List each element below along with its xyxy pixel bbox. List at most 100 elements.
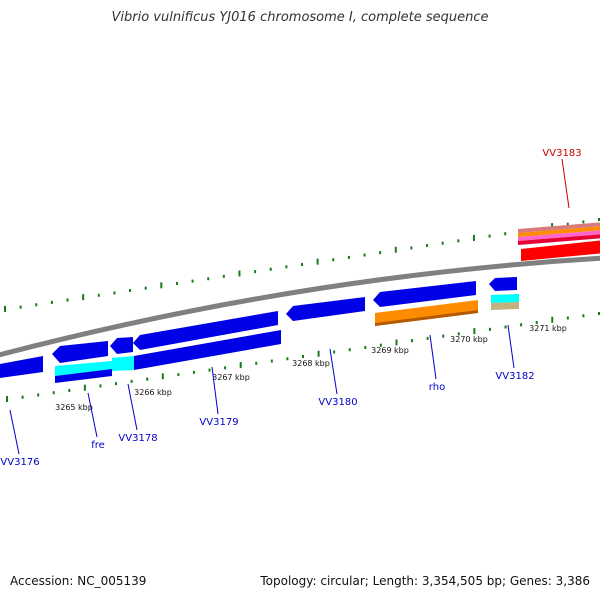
gene-callout-lines (9, 158, 570, 455)
scale-label-3270: 3270 kbp (450, 335, 488, 344)
inner-tick (317, 350, 320, 357)
outer-tick (582, 220, 585, 224)
outer-tick (566, 222, 569, 226)
inner-tick (411, 339, 414, 343)
outer-tick (426, 244, 429, 248)
inner-tick (255, 361, 258, 365)
inner-tick (239, 362, 242, 369)
callout-line-vv3179 (211, 366, 219, 415)
map-title: Vibrio vulnificus YJ016 chromosome I, co… (111, 10, 489, 25)
gene-label-vv3176: VV3176 (0, 457, 39, 468)
callout-line-vv3180 (329, 348, 338, 395)
outer-tick (113, 291, 116, 295)
callout-line-rho (429, 334, 437, 380)
outer-tick (35, 303, 38, 307)
inner-tick (504, 325, 507, 329)
outer-tick (19, 305, 22, 309)
gene-arrow-vv3180 (286, 297, 365, 321)
inner-tick (6, 396, 8, 402)
outer-tick (4, 306, 6, 312)
inner-tick (457, 332, 460, 336)
gene-label-vv3182: VV3182 (495, 371, 534, 382)
outer-tick (441, 241, 444, 245)
inner-tick (302, 355, 304, 358)
outer-tick (285, 265, 288, 269)
gene-arrow-fre (52, 341, 108, 363)
inner-tick (286, 357, 289, 361)
outer-tick (82, 294, 85, 301)
inner-tick (535, 321, 538, 325)
inner-tick (146, 377, 149, 381)
inner-tick (270, 359, 273, 363)
gene-label-fre: fre (91, 440, 105, 451)
stripe-feature-vv3183-3 (518, 230, 600, 241)
gene-label-vv3179: VV3179 (199, 417, 238, 428)
scale-labels: 3265 kbp 3266 kbp 3267 kbp 3268 kbp 3269… (55, 324, 567, 412)
inner-tick (598, 312, 600, 315)
outer-tick (347, 255, 350, 259)
inner-tick (348, 348, 351, 352)
outer-tick (316, 258, 319, 265)
inner-tick (364, 345, 367, 349)
inner-tick (192, 370, 195, 374)
outer-tick (363, 253, 366, 257)
callout-line-vv3178 (127, 383, 138, 431)
outer-tick (160, 282, 163, 289)
outer-tick (332, 258, 335, 262)
rna-feature-vv3178 (112, 356, 134, 371)
callout-line-vv3176 (9, 409, 20, 455)
outer-tick (222, 274, 225, 278)
inner-tick (208, 368, 211, 372)
gene-arrow-vv3178 (110, 337, 133, 354)
outer-tick (129, 289, 132, 293)
outer-tick (207, 277, 210, 281)
inner-tick (582, 314, 585, 318)
inner-tick (21, 395, 24, 399)
callout-line-vv3182 (507, 324, 515, 369)
outer-tick (50, 300, 53, 304)
rna-feature-fre (55, 361, 112, 376)
scale-label-3268: 3268 kbp (292, 359, 330, 368)
inner-tick (426, 336, 429, 340)
inner-tick (379, 343, 382, 347)
gene-arrow-vv3182 (489, 277, 517, 291)
scale-label-3266: 3266 kbp (134, 388, 172, 397)
outer-tick (269, 267, 272, 271)
scale-label-3265: 3265 kbp (55, 403, 93, 412)
outer-tick (191, 279, 194, 283)
inner-tick (130, 379, 133, 383)
stripe-feature-vv3183-4 (518, 234, 600, 245)
inner-tick (99, 384, 102, 388)
gene-label-rho: rho (429, 382, 445, 393)
rna-feature-vv3182 (491, 294, 519, 303)
scale-label-3271: 3271 kbp (529, 324, 567, 333)
cds-feature-fre (55, 369, 112, 383)
outer-tick (472, 234, 475, 241)
orange-feature-rho-shadow (375, 310, 478, 326)
gene-label-vv3178: VV3178 (118, 433, 157, 444)
inner-tick (442, 334, 445, 338)
gene-arrow-rho (373, 281, 476, 307)
accession-text: Accession: NC_005139 (10, 574, 147, 588)
outer-tick (144, 286, 147, 290)
inner-tick (161, 373, 164, 380)
orange-feature-rho (375, 300, 478, 326)
inner-tick (37, 393, 40, 397)
inner-tick (177, 373, 180, 377)
outer-tick (97, 293, 100, 297)
inner-tick (224, 366, 227, 370)
stripe-feature-vv3183-1 (518, 222, 600, 233)
gene-label-vv3183: VV3183 (542, 148, 581, 159)
inner-tick (83, 384, 86, 391)
inner-tick (520, 323, 523, 327)
callout-line-vv3183 (561, 158, 570, 209)
cds-feature-vv3183 (521, 240, 600, 261)
outer-tick (301, 263, 303, 266)
tan-feature-vv3182 (491, 302, 519, 310)
inner-tick (333, 350, 336, 354)
gene-label-vv3180: VV3180 (318, 397, 357, 408)
outer-tick (254, 270, 257, 274)
gene-arrow-vv3179 (133, 311, 278, 350)
gene-arrow-vv3176 (0, 356, 43, 378)
